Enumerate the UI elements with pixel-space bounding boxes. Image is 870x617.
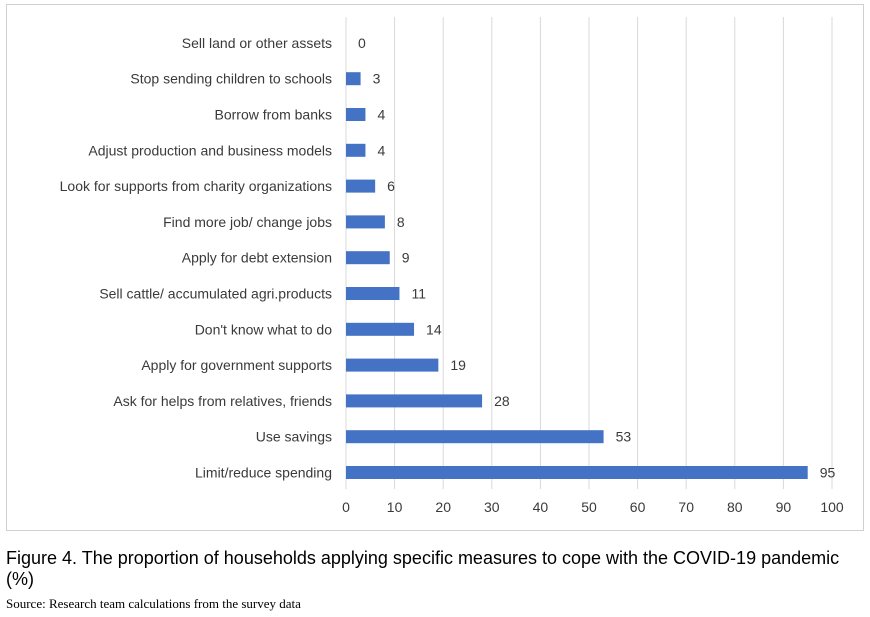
data-label: 28 [494, 393, 510, 409]
bar [346, 251, 390, 265]
x-tick-label: 80 [727, 499, 743, 515]
x-tick-label: 50 [581, 499, 597, 515]
data-label: 14 [426, 321, 442, 337]
data-label: 53 [616, 429, 632, 445]
category-label: Don't know what to do [195, 321, 333, 337]
category-label: Apply for debt extension [182, 250, 332, 266]
bar [346, 143, 366, 157]
bar [346, 287, 400, 300]
category-label: Apply for government supports [141, 357, 332, 373]
data-labels: 0 3 4 4 6 8 9 11 14 19 28 53 95 [358, 35, 835, 481]
data-label: 4 [377, 142, 385, 158]
category-label: Look for supports from charity organizat… [60, 178, 332, 194]
bar [346, 394, 483, 408]
x-tick-label: 30 [484, 499, 500, 515]
figure-caption: Figure 4. The proportion of households a… [6, 548, 840, 589]
figure-source: Source: Research team calculations from … [6, 596, 301, 611]
data-label: 95 [820, 465, 836, 481]
gridlines [345, 17, 833, 489]
category-label: Ask for helps from relatives, friends [113, 393, 332, 409]
data-label: 0 [358, 35, 366, 51]
x-tick-label: 60 [630, 499, 646, 515]
data-label: 9 [402, 250, 410, 266]
x-axis-tick-labels: 0 10 20 30 40 50 60 70 80 90 100 [342, 499, 844, 515]
category-label: Limit/reduce spending [195, 465, 332, 481]
bar [346, 358, 439, 372]
category-label: Sell cattle/ accumulated agri.products [99, 286, 332, 302]
data-label: 8 [397, 214, 405, 230]
category-labels: Sell land or other assets Stop sending ch… [60, 35, 333, 481]
bar [346, 179, 376, 193]
category-label: Find more job/ change jobs [163, 214, 332, 230]
bar-chart: Sell land or other assets Stop sending ch… [60, 17, 844, 515]
x-tick-label: 40 [533, 499, 549, 515]
bar [346, 466, 808, 479]
bar [346, 72, 361, 86]
x-tick-label: 20 [435, 499, 451, 515]
bar [346, 322, 415, 336]
data-label: 19 [450, 357, 466, 373]
x-tick-label: 0 [342, 499, 350, 515]
x-tick-label: 10 [387, 499, 403, 515]
bars [346, 72, 808, 479]
category-label: Sell land or other assets [182, 35, 332, 51]
chart-frame: Sell land or other assets Stop sending ch… [6, 4, 864, 531]
data-label: 6 [387, 178, 395, 194]
bar [346, 215, 385, 229]
bar [346, 430, 604, 444]
bar [346, 108, 366, 121]
category-label: Borrow from banks [215, 107, 332, 123]
data-label: 4 [377, 107, 385, 123]
x-tick-label: 70 [678, 499, 694, 515]
data-label: 3 [373, 71, 381, 87]
category-label: Stop sending children to schools [130, 71, 332, 87]
data-label: 11 [411, 286, 426, 302]
x-tick-label: 100 [820, 499, 844, 515]
x-tick-label: 90 [776, 499, 792, 515]
category-label: Use savings [256, 429, 332, 445]
category-label: Adjust production and business models [88, 142, 332, 158]
